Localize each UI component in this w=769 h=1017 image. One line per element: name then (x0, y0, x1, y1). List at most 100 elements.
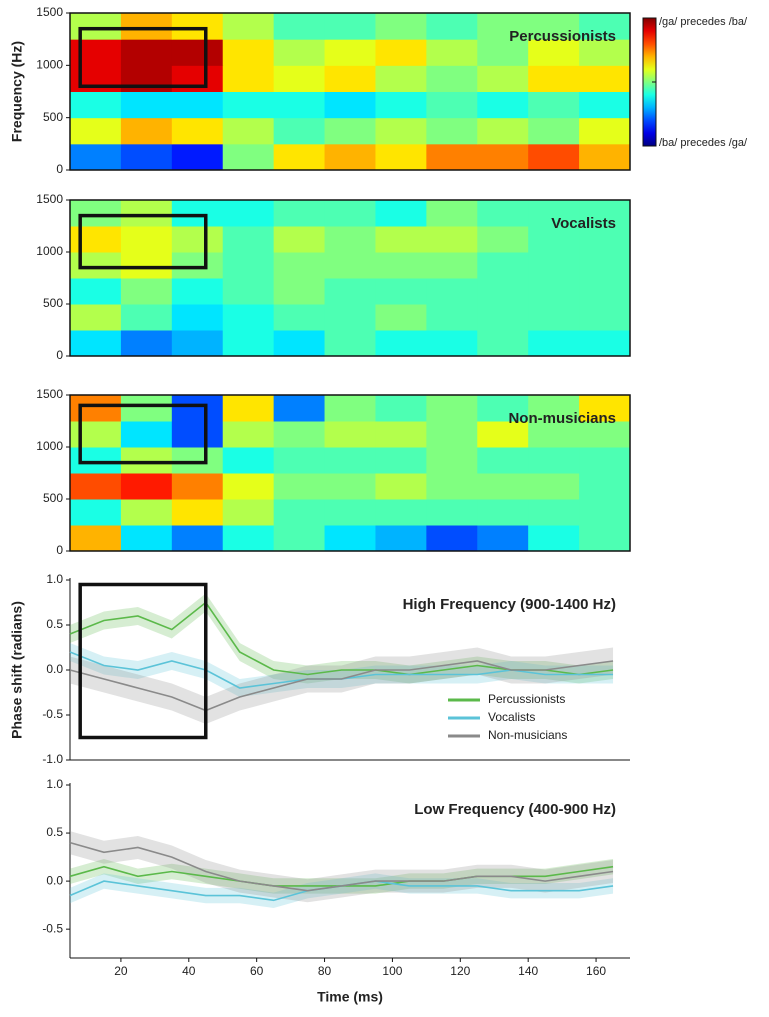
legend-label: Vocalists (488, 710, 535, 724)
heat-cell (426, 117, 478, 145)
heat-cell (222, 421, 275, 448)
heat-cell (579, 395, 631, 422)
heat-cell (375, 447, 427, 474)
heat-cell (70, 39, 122, 66)
y-tick-label: 0.0 (46, 662, 63, 676)
heat-cell (426, 65, 478, 92)
y-tick-label: 1500 (36, 192, 63, 206)
y-tick-label: 0.0 (46, 873, 63, 887)
heat-cell (273, 330, 326, 357)
heat-cell (528, 200, 580, 227)
heat-cell (477, 200, 529, 227)
heat-cell (120, 278, 173, 305)
x-tick-label: 120 (450, 964, 470, 978)
heat-cell (375, 39, 427, 66)
highlight-box (78, 403, 208, 465)
heat-cell (579, 143, 631, 171)
heat-cell (477, 447, 529, 474)
heat-cell (273, 395, 326, 422)
heat-cell (222, 117, 275, 145)
heat-cell (273, 91, 326, 119)
heat-cell (426, 421, 478, 448)
heat-cell (222, 91, 275, 119)
heat-cell (324, 304, 376, 331)
panel-title: Non-musicians (508, 410, 616, 427)
heat-cell (579, 39, 631, 66)
error-band (70, 831, 614, 903)
heat-cell (70, 421, 122, 448)
heat-cell (375, 473, 427, 500)
panel-title: Low Frequency (400-900 Hz) (414, 801, 616, 818)
error-band (70, 873, 614, 909)
heat-cell (120, 330, 173, 357)
colorbar-label: /ga/ precedes /ba/ (659, 16, 748, 28)
heat-cell (426, 278, 478, 305)
highlight-box (78, 213, 208, 270)
heat-cell (528, 525, 580, 552)
heat-cell (528, 65, 580, 92)
heat-cell (477, 252, 529, 279)
heat-cell (171, 91, 224, 119)
heat-cell (120, 13, 173, 40)
heat-cell (324, 421, 376, 448)
heat-cell (579, 447, 631, 474)
heat-cell (324, 330, 376, 357)
heat-cell (222, 13, 275, 40)
panel-title: High Frequency (900-1400 Hz) (403, 596, 616, 613)
heat-cell (273, 473, 326, 500)
legend-label: Percussionists (488, 692, 565, 706)
heat-cell (324, 200, 376, 227)
y-tick-label: 1000 (36, 244, 63, 258)
heat-cell (375, 330, 427, 357)
heat-cell (171, 499, 224, 526)
heat-cell (120, 252, 173, 279)
heat-cell (477, 13, 529, 40)
heat-cell (120, 117, 173, 145)
heat-cell (171, 13, 224, 40)
heat-cell (477, 278, 529, 305)
heat-cell (120, 473, 173, 500)
heat-cell (273, 13, 326, 40)
heat-cell (324, 143, 376, 171)
heat-cell (579, 91, 631, 119)
heat-cell (375, 278, 427, 305)
heat-cell (426, 143, 478, 171)
heat-cell (324, 447, 376, 474)
heat-cell (375, 65, 427, 92)
heat-cell (579, 117, 631, 145)
heat-cell (70, 200, 122, 227)
y-tick-label: 1500 (36, 387, 63, 401)
heat-cell (222, 395, 275, 422)
x-axis-label: Time (ms) (317, 989, 383, 1005)
heat-cell (120, 200, 173, 227)
heat-cell (528, 13, 580, 40)
heat-cell (222, 473, 275, 500)
heat-cell (171, 447, 224, 474)
heat-cell (375, 525, 427, 552)
heat-cell (375, 304, 427, 331)
heat-cell (70, 499, 122, 526)
heat-cell (579, 330, 631, 357)
heat-cell (375, 13, 427, 40)
heat-cell (528, 91, 580, 119)
heat-cell (70, 525, 122, 552)
heat-cell (222, 525, 275, 552)
colorbar-label: /ba/ precedes /ga/ (659, 137, 748, 149)
heat-cell (324, 395, 376, 422)
heat-cell (375, 143, 427, 171)
heat-cell (171, 226, 224, 253)
heat-cell (70, 278, 122, 305)
heat-cell (375, 421, 427, 448)
heat-cell (579, 13, 631, 40)
y-tick-label: 0 (56, 162, 63, 176)
plot-frame (69, 394, 631, 552)
x-tick-label: 160 (586, 964, 606, 978)
heat-cell (528, 421, 580, 448)
heat-cell (426, 473, 478, 500)
heat-cell (120, 226, 173, 253)
heat-cell (426, 252, 478, 279)
heat-cell (426, 200, 478, 227)
heat-cell (222, 226, 275, 253)
heat-cell (70, 395, 122, 422)
